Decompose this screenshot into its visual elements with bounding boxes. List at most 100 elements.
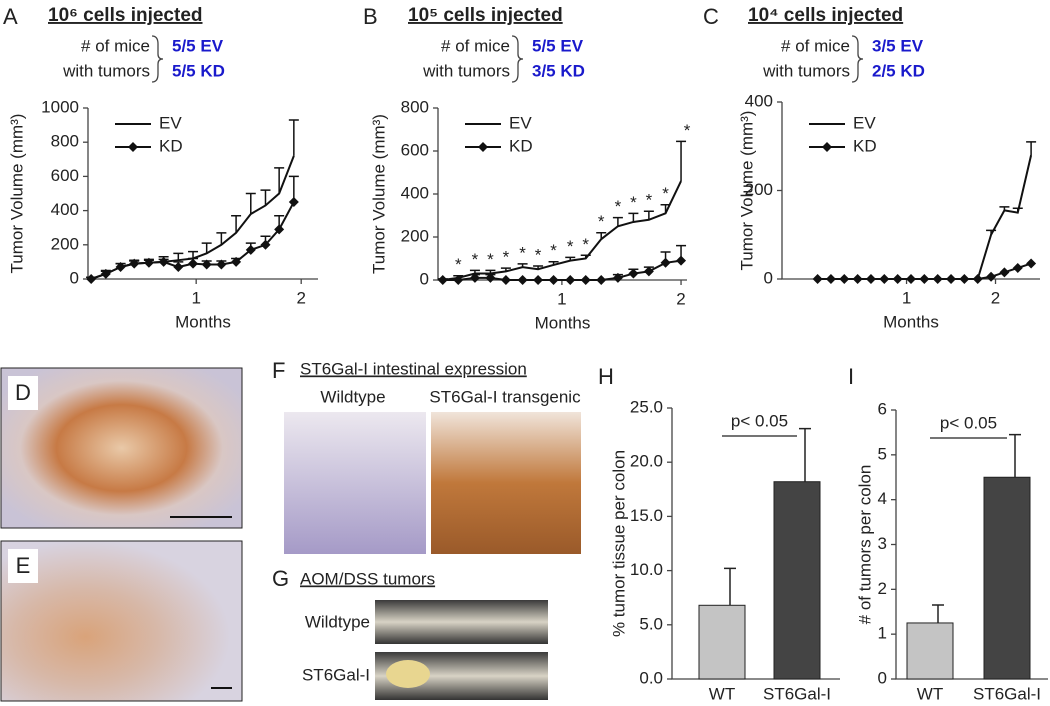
point (216, 259, 227, 270)
point (115, 262, 126, 273)
error-bar (1012, 207, 1023, 213)
legend-marker (478, 142, 488, 152)
x-tick-label: 1 (191, 288, 200, 307)
bar (698, 604, 746, 680)
legend-label: EV (509, 113, 532, 132)
mice-label: # of mice (781, 36, 850, 55)
y-tick-label: 200 (745, 180, 773, 199)
error-bar (676, 140, 687, 182)
image-label: Wildtype (320, 387, 385, 406)
y-axis-title: Tumor Volume (mm³) (7, 114, 26, 274)
y-tick-label: 400 (745, 91, 773, 110)
error-bar (580, 254, 591, 259)
significance: * (646, 191, 653, 210)
error-bar (288, 119, 299, 156)
significance: * (535, 246, 542, 265)
mice-label: with tumors (762, 61, 850, 80)
x-tick-label: 2 (676, 289, 685, 308)
y-tick-label: 200 (401, 226, 429, 245)
error-bar (188, 250, 199, 259)
significance: * (684, 121, 691, 140)
point (879, 274, 890, 284)
error-bar (1009, 433, 1021, 478)
micrograph-e (0, 540, 243, 702)
error-bar (548, 260, 559, 265)
point (596, 275, 607, 285)
error-bar (999, 206, 1010, 211)
y-tick-label: 5.0 (639, 614, 663, 633)
error-bar (517, 263, 528, 268)
x-tick-label: ST6Gal-I (763, 684, 831, 703)
mice-label: with tumors (422, 61, 510, 80)
point (288, 197, 299, 208)
mice-count: 2/5 KD (872, 61, 925, 80)
panel-letter: B (363, 4, 378, 29)
micrograph-d (0, 367, 243, 529)
image-label: Wildtype (305, 612, 370, 631)
point (485, 272, 496, 283)
panel-letter: D (15, 380, 31, 405)
y-tick-label: 20.0 (630, 452, 663, 471)
letter-box (8, 549, 38, 583)
mice-label: # of mice (441, 36, 510, 55)
x-tick-label: 2 (296, 288, 305, 307)
point (533, 275, 544, 285)
y-axis-title: Tumor Volume (mm³) (369, 114, 388, 274)
mice-count: 3/5 EV (872, 36, 924, 55)
y-tick-label: 0.0 (639, 668, 663, 687)
error-bar (173, 252, 184, 261)
panel-letter: F (272, 358, 285, 383)
legend-marker (822, 142, 832, 152)
series-line (817, 154, 1033, 280)
point (906, 274, 916, 284)
panel-letter: A (3, 4, 18, 29)
point (580, 275, 591, 285)
significance: * (472, 250, 479, 269)
point (143, 257, 154, 268)
significance: * (615, 197, 622, 216)
point (469, 272, 480, 283)
significance: * (630, 193, 637, 212)
significance: * (550, 241, 557, 260)
point (158, 256, 169, 267)
point (500, 275, 511, 285)
micrograph-f-tg (431, 412, 581, 554)
error-bar (231, 214, 242, 233)
y-tick-label: 400 (51, 200, 79, 219)
point (946, 274, 957, 284)
brace (511, 35, 524, 83)
x-axis-title: Months (535, 313, 591, 332)
point (919, 274, 930, 284)
bar (983, 476, 1031, 680)
point (453, 275, 464, 285)
error-bar (201, 242, 212, 254)
point (852, 274, 863, 284)
annotation: p< 0.05 (940, 413, 997, 432)
point (865, 274, 876, 284)
letter-box (8, 376, 38, 410)
micrograph-f-wt (284, 412, 426, 554)
error-bar (660, 204, 671, 214)
chart-title: 10⁵ cells injected (408, 5, 563, 26)
y-tick-label: 0 (764, 268, 773, 287)
significance: * (598, 212, 605, 231)
significance: * (519, 243, 526, 262)
error-bar (643, 210, 654, 220)
point (260, 239, 271, 250)
y-tick-label: 0 (420, 269, 429, 288)
x-axis-title: Months (175, 312, 231, 331)
error-bar (799, 427, 811, 482)
legend-label: KD (159, 136, 183, 155)
significance: * (662, 184, 669, 203)
point (643, 266, 654, 277)
significance: * (455, 255, 462, 274)
panel-letter: H (598, 364, 614, 389)
significance: * (487, 250, 494, 269)
series-line (442, 180, 682, 281)
panel-letter: C (703, 4, 719, 29)
error-bar (612, 216, 623, 227)
legend-label: KD (853, 136, 877, 155)
error-bar (245, 192, 256, 215)
y-tick-label: 1 (878, 624, 887, 643)
significance: * (567, 237, 574, 256)
